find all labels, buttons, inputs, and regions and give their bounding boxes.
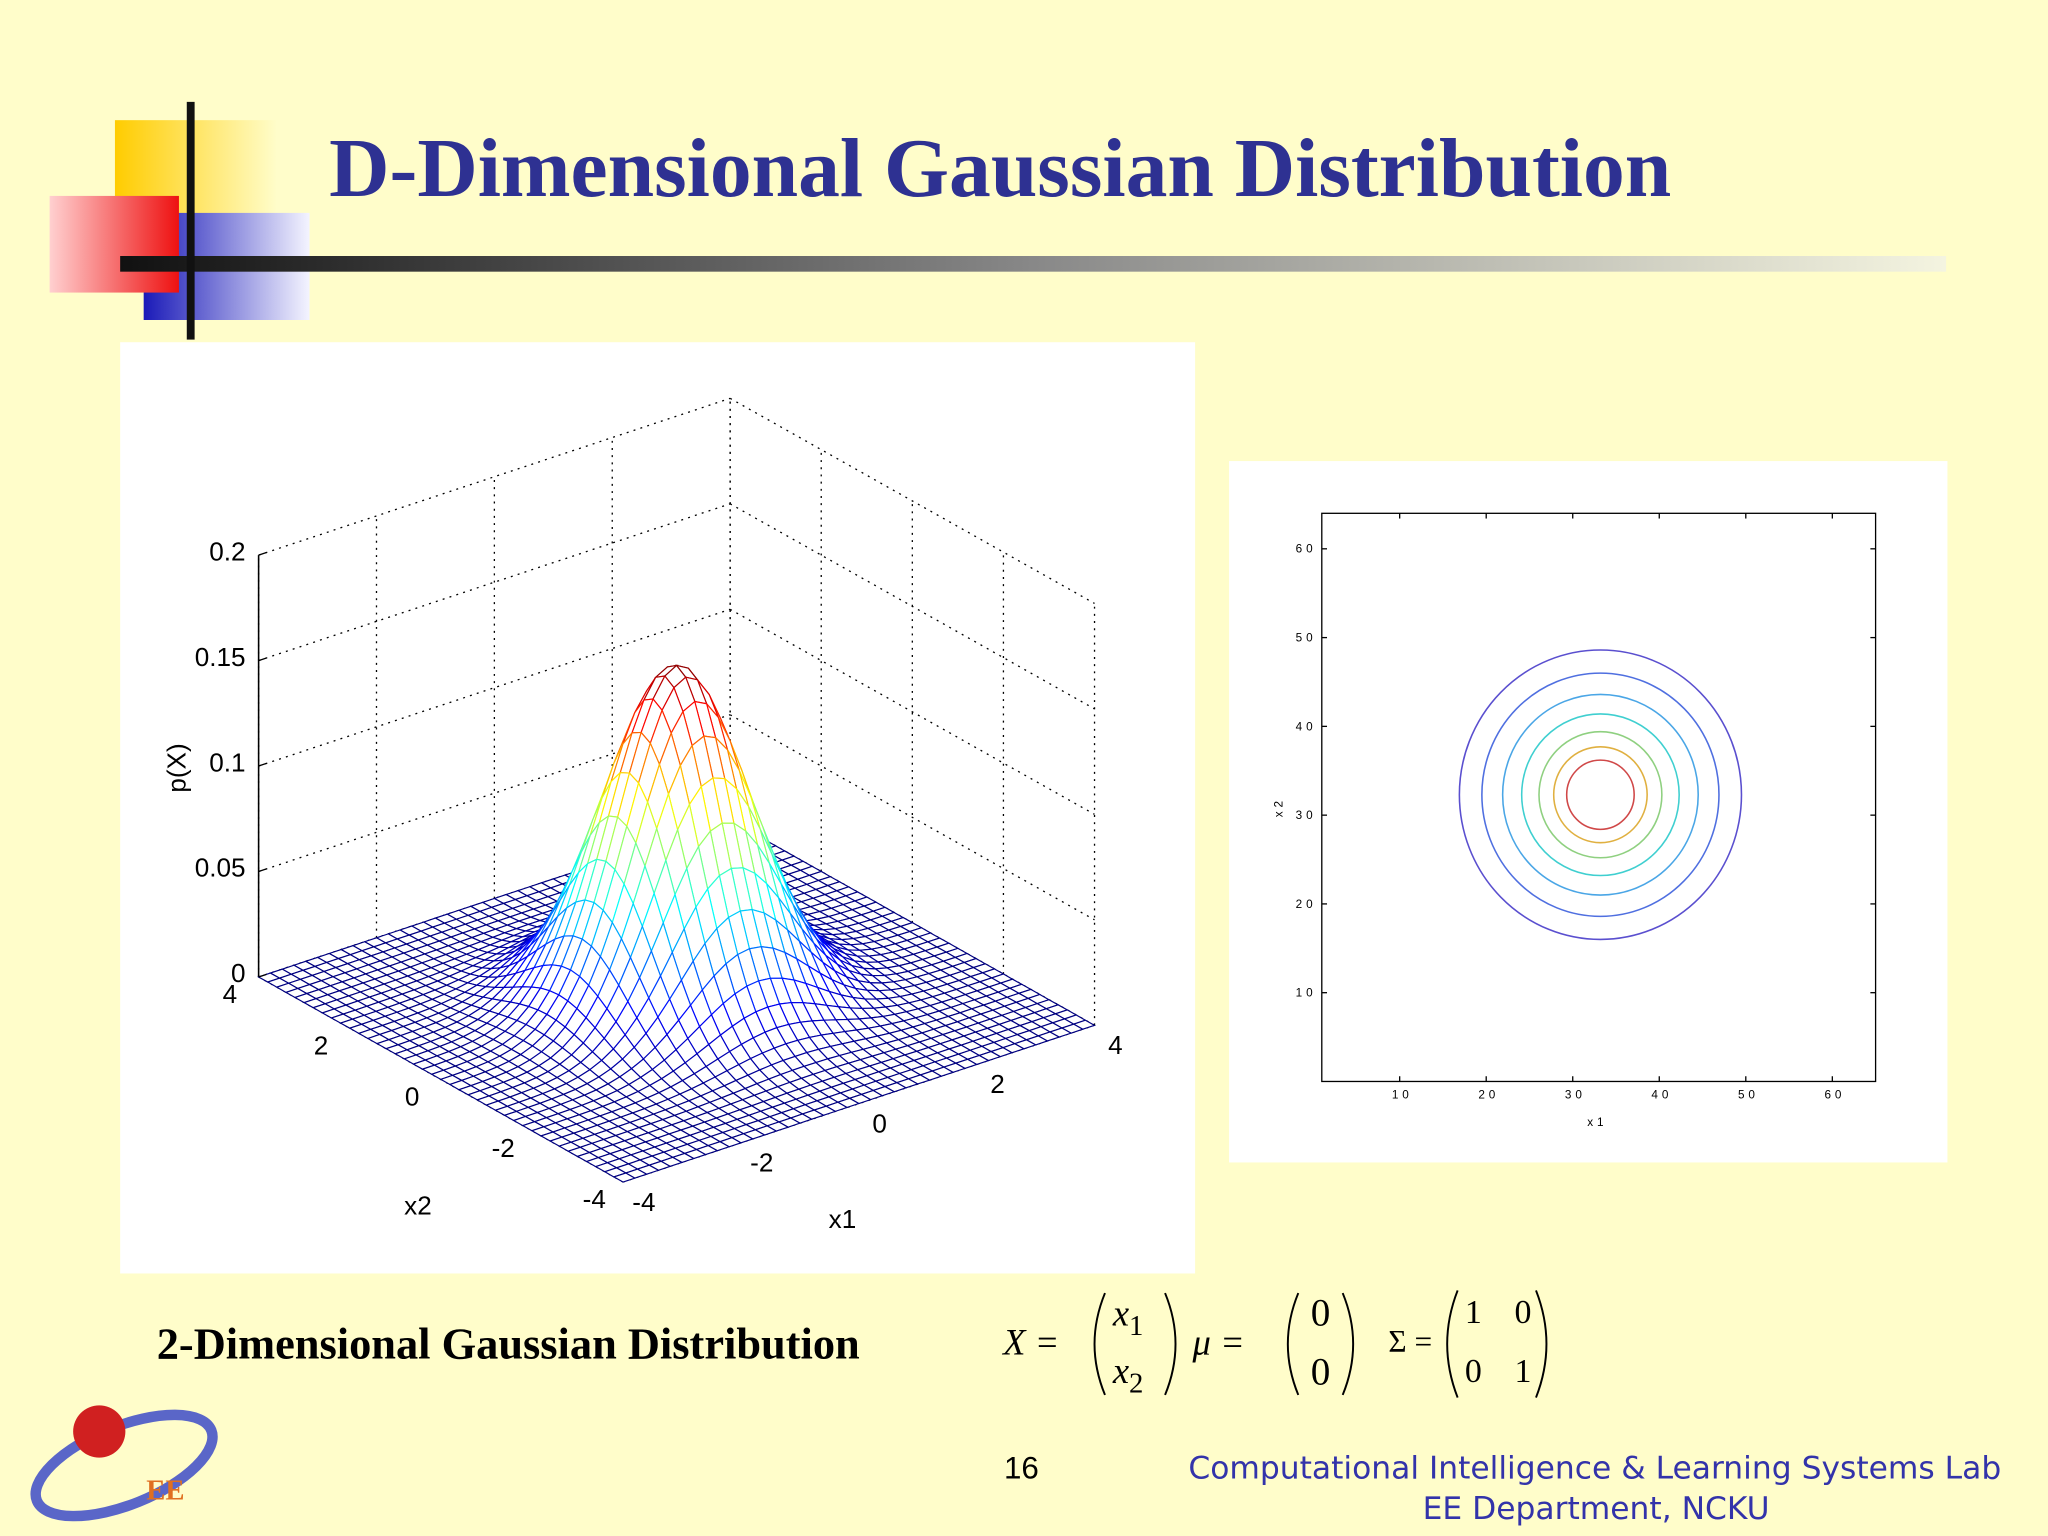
x-tick-label: 20 xyxy=(1478,1088,1499,1101)
z-tick xyxy=(258,973,267,978)
z-tick-label: 0.15 xyxy=(195,642,246,672)
red-square xyxy=(49,195,179,293)
vector-entry: 0 xyxy=(1311,1292,1331,1335)
logo-emblem xyxy=(73,1405,126,1458)
plot-frame xyxy=(1321,512,1877,1083)
y-tick-label: 0 xyxy=(405,1082,420,1112)
logo-text: EE xyxy=(146,1474,184,1506)
paren xyxy=(1446,1290,1459,1398)
z-tick-label: 0.1 xyxy=(209,747,245,777)
vertical-bar xyxy=(186,101,195,340)
contour-line xyxy=(1481,672,1720,918)
y-axis-label: x2 xyxy=(404,1191,432,1221)
paren xyxy=(1535,1290,1548,1398)
y-tick-label: 40 xyxy=(1296,720,1317,733)
z-tick-label: 0.2 xyxy=(209,536,245,566)
z-tick xyxy=(258,868,267,873)
y-tick-label: 4 xyxy=(223,979,238,1009)
z-tick xyxy=(258,657,267,662)
y-tick-label: 2 xyxy=(314,1030,329,1060)
paren xyxy=(1341,1292,1355,1396)
contour-line xyxy=(1538,730,1663,859)
matrix-entry: 0 xyxy=(1465,1353,1482,1390)
y-tick-label: 20 xyxy=(1296,898,1317,911)
page-number: 16 xyxy=(1004,1451,1039,1486)
formula: X = x1 x2 μ = 0 0 Σ = 1 0 0 1 xyxy=(1001,1290,1548,1399)
x-tick-label: 0 xyxy=(872,1108,887,1138)
matrix-entry: 1 xyxy=(1514,1353,1531,1390)
y-tick-label: 60 xyxy=(1296,543,1317,556)
y-tick-label: 30 xyxy=(1296,809,1317,822)
x-tick-label: 4 xyxy=(1108,1030,1123,1060)
x-axis-label: x1 xyxy=(829,1204,857,1234)
caption: 2-Dimensional Gaussian Distribution xyxy=(157,1318,860,1368)
contour-line xyxy=(1501,693,1699,896)
x-tick-label: 30 xyxy=(1565,1088,1586,1101)
contour-line xyxy=(1520,713,1680,877)
y-tick-label: -2 xyxy=(492,1133,515,1163)
z-tick xyxy=(258,762,267,767)
z-tick-label: 0.05 xyxy=(195,853,246,883)
x-tick-label: -4 xyxy=(632,1187,655,1217)
y-axis-label: x2 xyxy=(1273,797,1286,817)
z-tick xyxy=(258,551,267,556)
contour-line xyxy=(1458,649,1743,941)
x-tick-label: 2 xyxy=(990,1069,1005,1099)
z-tick-label: 0 xyxy=(231,958,246,988)
y-tick-label: 10 xyxy=(1296,987,1317,1000)
vector-entry: 0 xyxy=(1311,1350,1331,1393)
surface-cell xyxy=(612,1172,637,1183)
matrix-entry: 0 xyxy=(1514,1294,1531,1331)
grid-line xyxy=(729,397,1095,604)
contour-chart: 10 20 30 40 50 60 10 20 30 40 50 60 x1 x2 xyxy=(1273,512,1877,1129)
paren xyxy=(1164,1292,1177,1396)
paren xyxy=(1286,1292,1300,1396)
z-axis-label: p(X) xyxy=(161,743,191,792)
logo: EE xyxy=(30,1405,218,1522)
x-tick-label: 50 xyxy=(1738,1088,1759,1101)
department: EE Department, NCKU xyxy=(1423,1491,1770,1527)
vector-entry: x2 xyxy=(1112,1350,1144,1399)
grid-line xyxy=(729,714,1095,921)
grid-line xyxy=(729,608,1095,815)
title-decoration xyxy=(49,101,1947,340)
x-axis-label: x1 xyxy=(1587,1116,1607,1129)
paren xyxy=(1093,1292,1106,1396)
contour-line xyxy=(1565,759,1635,831)
x-symbol: X = xyxy=(1001,1321,1059,1362)
x-tick-label: 60 xyxy=(1824,1088,1845,1101)
matrix-entry: 1 xyxy=(1465,1294,1482,1331)
x-tick-label: 10 xyxy=(1392,1088,1413,1101)
sigma-symbol: Σ = xyxy=(1388,1324,1432,1359)
contour-line xyxy=(1552,746,1648,844)
surface-chart: 0 0.05 0.1 0.15 0.2 -4 -2 0 2 4 -4 -2 0 2 4 x1 x2 p(X) xyxy=(161,397,1123,1234)
x-tick-label: -2 xyxy=(750,1148,773,1178)
title-bar xyxy=(120,256,1947,272)
vector-entry: x1 xyxy=(1112,1293,1144,1342)
x-tick-label: 40 xyxy=(1651,1088,1672,1101)
contour-panel xyxy=(1229,461,1948,1163)
lab-name: Computational Intelligence & Learning Sy… xyxy=(1188,1451,2001,1487)
slide-title: D-Dimensional Gaussian Distribution xyxy=(329,123,1671,215)
mu-symbol: μ = xyxy=(1191,1321,1244,1362)
y-tick-label: -4 xyxy=(583,1184,606,1214)
y-tick-label: 50 xyxy=(1296,632,1317,645)
